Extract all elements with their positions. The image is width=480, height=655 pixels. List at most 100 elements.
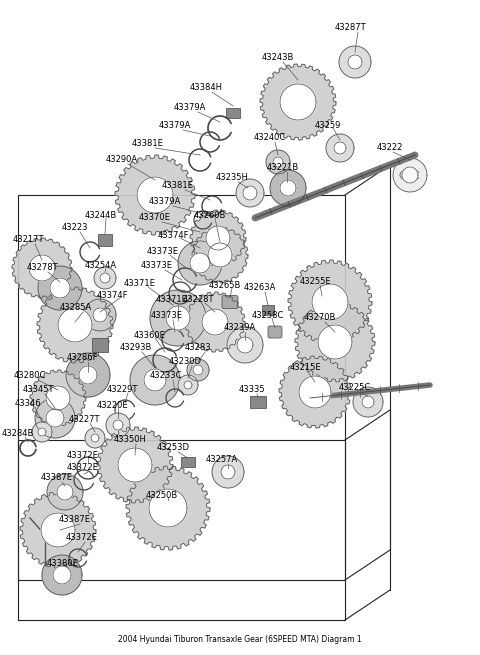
Text: 43253D: 43253D xyxy=(156,443,190,453)
Text: 43244B: 43244B xyxy=(85,210,117,219)
Polygon shape xyxy=(260,64,336,140)
Polygon shape xyxy=(190,253,210,273)
Text: 43235H: 43235H xyxy=(216,174,249,183)
Polygon shape xyxy=(91,434,99,442)
Polygon shape xyxy=(126,466,210,550)
Text: 43373E: 43373E xyxy=(151,310,183,320)
Polygon shape xyxy=(212,456,244,488)
Polygon shape xyxy=(312,284,348,320)
Text: 43287T: 43287T xyxy=(334,24,366,33)
Polygon shape xyxy=(53,566,71,584)
Text: 43229T: 43229T xyxy=(106,386,138,394)
Polygon shape xyxy=(190,210,246,266)
Text: 43371E: 43371E xyxy=(124,278,156,288)
Polygon shape xyxy=(42,555,82,595)
Polygon shape xyxy=(85,428,105,448)
Polygon shape xyxy=(144,369,166,391)
Text: 43346: 43346 xyxy=(15,398,41,407)
Polygon shape xyxy=(266,150,290,174)
Polygon shape xyxy=(46,409,64,427)
Text: 43270B: 43270B xyxy=(304,314,336,322)
Text: 43220E: 43220E xyxy=(96,400,128,409)
Polygon shape xyxy=(66,353,110,397)
Polygon shape xyxy=(295,302,375,382)
Text: 43265B: 43265B xyxy=(209,280,241,290)
Text: 43387E: 43387E xyxy=(41,474,73,483)
Polygon shape xyxy=(178,375,198,395)
Text: 43225C: 43225C xyxy=(339,383,371,392)
Polygon shape xyxy=(187,359,209,381)
Text: 43293B: 43293B xyxy=(120,343,152,352)
Text: 43284B: 43284B xyxy=(2,428,34,438)
Text: 43239A: 43239A xyxy=(224,324,256,333)
Text: 43345T: 43345T xyxy=(22,386,54,394)
Text: 43379A: 43379A xyxy=(159,121,191,130)
FancyBboxPatch shape xyxy=(222,295,238,309)
Bar xyxy=(250,396,266,408)
Polygon shape xyxy=(227,327,263,363)
Text: 43258C: 43258C xyxy=(252,310,284,320)
Polygon shape xyxy=(12,238,72,298)
Polygon shape xyxy=(353,387,383,417)
Text: 43215E: 43215E xyxy=(289,364,321,373)
Polygon shape xyxy=(393,158,427,192)
Bar xyxy=(181,457,195,467)
Polygon shape xyxy=(37,287,113,363)
Polygon shape xyxy=(184,381,192,389)
Bar xyxy=(92,338,108,352)
Polygon shape xyxy=(94,267,116,289)
Polygon shape xyxy=(280,180,296,196)
Text: 43360E: 43360E xyxy=(134,331,166,339)
Text: 43371E: 43371E xyxy=(156,295,188,305)
Text: 43370E: 43370E xyxy=(139,214,171,223)
Polygon shape xyxy=(318,325,352,359)
Text: 43223: 43223 xyxy=(62,223,88,233)
Text: 43381E: 43381E xyxy=(162,181,194,191)
Text: 43380E: 43380E xyxy=(47,559,79,567)
Bar xyxy=(262,305,274,315)
Text: 43372E: 43372E xyxy=(67,464,99,472)
Text: 43240C: 43240C xyxy=(254,134,286,143)
Text: 43372E: 43372E xyxy=(66,534,98,542)
Polygon shape xyxy=(84,299,116,331)
Polygon shape xyxy=(221,465,235,479)
Polygon shape xyxy=(118,448,152,482)
Polygon shape xyxy=(178,241,222,285)
Polygon shape xyxy=(348,55,362,69)
Polygon shape xyxy=(41,513,75,547)
Polygon shape xyxy=(236,179,264,207)
Polygon shape xyxy=(100,273,110,283)
Polygon shape xyxy=(47,474,83,510)
FancyBboxPatch shape xyxy=(268,326,282,338)
Polygon shape xyxy=(166,306,190,330)
Text: 43221B: 43221B xyxy=(267,164,299,172)
Text: 43384H: 43384H xyxy=(190,83,223,92)
Text: 43280C: 43280C xyxy=(14,371,46,379)
Bar xyxy=(226,108,240,118)
Text: 43230D: 43230D xyxy=(168,358,202,367)
Polygon shape xyxy=(57,484,73,500)
Polygon shape xyxy=(202,309,228,335)
Text: 43255E: 43255E xyxy=(299,278,331,286)
Text: 43233C: 43233C xyxy=(150,371,182,381)
Text: 43257A: 43257A xyxy=(206,455,238,464)
Polygon shape xyxy=(299,376,331,408)
Bar xyxy=(98,234,112,246)
Polygon shape xyxy=(137,177,173,213)
Text: 43222: 43222 xyxy=(377,143,403,153)
Text: 43283: 43283 xyxy=(185,343,211,352)
Text: 43263A: 43263A xyxy=(244,284,276,293)
Text: 43290A: 43290A xyxy=(106,155,138,164)
Text: 43374F: 43374F xyxy=(96,291,128,299)
Text: 43227T: 43227T xyxy=(68,415,100,424)
Polygon shape xyxy=(243,186,257,200)
Polygon shape xyxy=(50,278,70,298)
Text: 43285A: 43285A xyxy=(60,303,92,312)
Polygon shape xyxy=(38,266,82,310)
Polygon shape xyxy=(237,337,253,353)
Polygon shape xyxy=(270,170,306,206)
Polygon shape xyxy=(35,398,75,438)
Text: 43254A: 43254A xyxy=(85,261,117,269)
Polygon shape xyxy=(149,489,187,527)
Text: 43374F: 43374F xyxy=(157,231,189,240)
